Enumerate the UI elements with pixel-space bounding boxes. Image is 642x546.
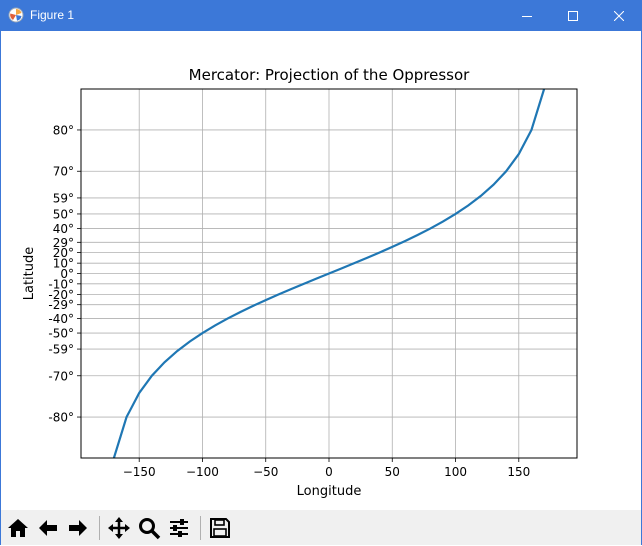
x-tick-label: 50 (385, 465, 400, 479)
y-tick-label: -59° (48, 343, 74, 357)
x-axis-label: Longitude (297, 484, 362, 499)
home-button[interactable] (4, 514, 32, 542)
pan-icon (108, 517, 130, 539)
toolbar-separator (200, 516, 201, 540)
y-tick-label: -80° (48, 411, 74, 425)
configure-subplots-icon (170, 519, 188, 537)
y-tick-label: 29° (53, 236, 74, 250)
window-title: Figure 1 (30, 8, 75, 22)
maximize-button[interactable] (550, 0, 596, 31)
forward-icon (69, 520, 87, 536)
y-tick-label: -70° (48, 369, 74, 383)
navigation-toolbar (1, 510, 641, 545)
zoom-button[interactable] (135, 514, 163, 542)
series-line (112, 89, 546, 458)
y-tick-label: 50° (53, 207, 74, 221)
y-tick-label: 20° (53, 246, 74, 260)
home-icon (8, 519, 28, 537)
x-tick-label: 100 (444, 465, 467, 479)
x-tick-label: 0 (325, 465, 333, 479)
y-tick-label: -10° (48, 277, 74, 291)
y-tick-label: 70° (53, 165, 74, 179)
zoom-icon (139, 518, 161, 540)
plot-area (112, 89, 546, 458)
matplotlib-icon (8, 7, 24, 23)
back-button[interactable] (34, 514, 62, 542)
y-tick-label: -29° (48, 298, 74, 312)
chart-title: Mercator: Projection of the Oppressor (189, 66, 471, 84)
configure-subplots-button[interactable] (165, 514, 193, 542)
y-tick-label: 40° (53, 222, 74, 236)
minimize-button[interactable] (504, 0, 550, 31)
close-button[interactable] (596, 0, 642, 31)
x-tick-label: −150 (123, 465, 156, 479)
pan-button[interactable] (105, 514, 133, 542)
y-axis-label: Latitude (22, 247, 37, 301)
save-button[interactable] (206, 514, 234, 542)
maximize-icon (568, 10, 578, 21)
figure-canvas[interactable]: −150 −100 −50 0 50 100 150 -80° -70° -59° -50° -40°… (1, 31, 641, 510)
y-tick-label: -20° (48, 288, 74, 302)
back-icon (39, 520, 57, 536)
grid (81, 89, 577, 458)
y-tick-label: 59° (53, 191, 74, 205)
y-tick-label: 10° (53, 257, 74, 271)
chart: −150 −100 −50 0 50 100 150 -80° -70° -59° -50°-40°… (22, 66, 578, 499)
ticks: −150 −100 −50 0 50 100 150 -80° -70° -59° -50°-40°… (48, 123, 530, 479)
window-titlebar[interactable]: Figure 1 (0, 0, 642, 31)
y-tick-label: -40° (48, 312, 74, 326)
x-tick-label: −50 (253, 465, 278, 479)
forward-button[interactable] (64, 514, 92, 542)
y-tick-label: -50° (48, 327, 74, 341)
x-tick-label: −100 (186, 465, 219, 479)
y-tick-label: 0° (60, 267, 74, 281)
close-icon (614, 10, 624, 21)
save-icon (210, 518, 230, 538)
y-tick-label: 80° (53, 123, 74, 137)
x-tick-label: 150 (507, 465, 530, 479)
minimize-icon (522, 15, 532, 17)
toolbar-separator (99, 516, 100, 540)
